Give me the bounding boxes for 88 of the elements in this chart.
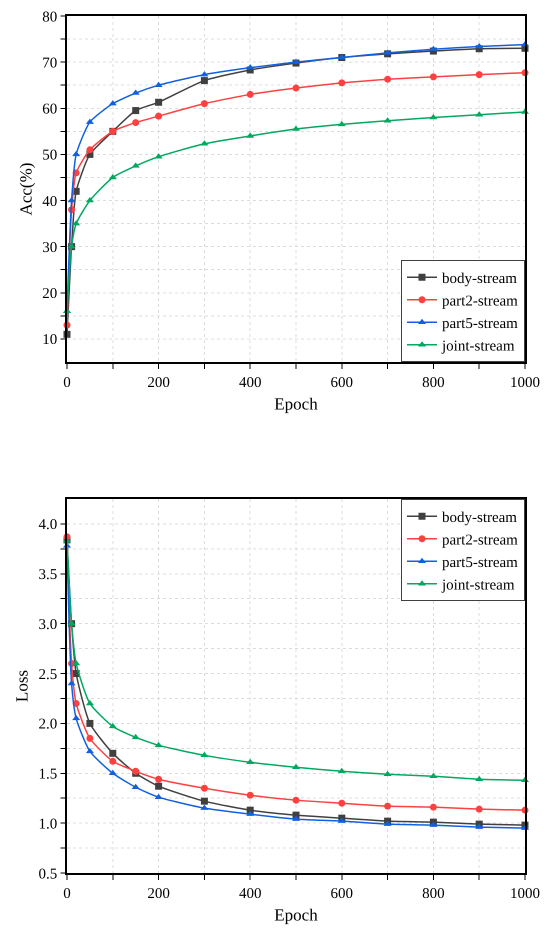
x-tick-label: 400 bbox=[238, 886, 262, 902]
point bbox=[292, 796, 300, 804]
point bbox=[155, 98, 162, 106]
y-tick-label: 50 bbox=[42, 148, 58, 164]
y-tick-label: 70 bbox=[42, 55, 58, 72]
point bbox=[86, 720, 94, 727]
y-tick-label: 80 bbox=[42, 9, 58, 26]
point bbox=[476, 71, 483, 78]
legend-label: part5-stream bbox=[442, 316, 518, 332]
point bbox=[430, 73, 437, 80]
x-tick-label: 1000 bbox=[510, 374, 540, 391]
point bbox=[200, 100, 208, 108]
point bbox=[155, 112, 162, 120]
point bbox=[292, 84, 300, 92]
point bbox=[200, 752, 208, 758]
legend-label: body-stream bbox=[442, 510, 518, 526]
point bbox=[154, 742, 163, 748]
point bbox=[109, 750, 116, 757]
y-tick-label: 2.0 bbox=[38, 716, 58, 733]
x-tick-label: 800 bbox=[422, 886, 445, 902]
point bbox=[86, 700, 94, 706]
x-tick-label: 200 bbox=[147, 886, 170, 902]
point bbox=[200, 784, 208, 792]
legend-label: joint-stream bbox=[441, 338, 515, 355]
y-tick-label: 30 bbox=[42, 240, 58, 256]
point bbox=[155, 776, 162, 783]
point bbox=[132, 107, 140, 114]
y-tick-label: 0.5 bbox=[38, 866, 58, 882]
point bbox=[86, 146, 94, 154]
y-tick-label: 40 bbox=[42, 194, 58, 210]
y-tick-label: 20 bbox=[42, 286, 58, 302]
legend-label: part2-stream bbox=[442, 532, 518, 549]
x-axis-title: Epoch bbox=[274, 394, 318, 414]
point bbox=[132, 734, 140, 740]
point bbox=[246, 758, 254, 764]
y-axis-title: Loss bbox=[12, 670, 32, 702]
point bbox=[338, 768, 346, 774]
y-tick-label: 3.5 bbox=[38, 567, 58, 584]
point bbox=[86, 734, 94, 742]
point bbox=[338, 79, 346, 86]
point bbox=[132, 119, 140, 126]
x-tick-label: 0 bbox=[63, 886, 71, 902]
point bbox=[155, 782, 162, 790]
point bbox=[200, 77, 208, 84]
point bbox=[109, 758, 116, 765]
point bbox=[384, 49, 392, 55]
point bbox=[108, 770, 117, 776]
point bbox=[246, 792, 254, 799]
legend-label: body-stream bbox=[442, 271, 518, 288]
legend-label: part2-stream bbox=[442, 294, 518, 310]
point bbox=[72, 714, 80, 720]
y-tick-label: 2.5 bbox=[38, 666, 58, 683]
y-tick-label: 1.5 bbox=[38, 766, 58, 783]
point bbox=[429, 114, 438, 120]
x-axis-title: Epoch bbox=[274, 906, 318, 925]
point bbox=[108, 722, 117, 728]
y-tick-label: 4.0 bbox=[38, 517, 58, 534]
point bbox=[246, 132, 254, 138]
legend-label: joint-stream bbox=[441, 578, 515, 594]
x-tick-label: 0 bbox=[63, 374, 71, 391]
point bbox=[338, 120, 346, 126]
point bbox=[384, 76, 392, 83]
x-tick-label: 600 bbox=[330, 886, 354, 902]
point bbox=[200, 140, 208, 146]
y-tick-label: 10 bbox=[42, 332, 58, 348]
y-tick-label: 60 bbox=[42, 102, 58, 118]
point bbox=[429, 772, 438, 778]
point bbox=[72, 150, 80, 156]
point bbox=[132, 162, 140, 168]
x-tick-label: 1000 bbox=[510, 886, 540, 902]
point bbox=[475, 42, 484, 48]
point bbox=[108, 174, 117, 180]
point bbox=[200, 798, 208, 805]
point bbox=[338, 800, 346, 807]
x-tick-label: 200 bbox=[147, 374, 170, 391]
x-tick-label: 600 bbox=[330, 374, 354, 391]
x-tick-label: 800 bbox=[422, 374, 445, 391]
point bbox=[384, 802, 392, 810]
point bbox=[86, 748, 94, 754]
point bbox=[246, 90, 254, 98]
y-axis-title: Acc(%) bbox=[16, 162, 36, 216]
point bbox=[384, 770, 392, 776]
legend-label: part5-stream bbox=[442, 555, 518, 572]
y-tick-label: 3.0 bbox=[38, 616, 58, 633]
point bbox=[430, 804, 437, 811]
y-tick-label: 1.0 bbox=[38, 816, 58, 832]
x-tick-label: 400 bbox=[238, 374, 262, 391]
point bbox=[476, 806, 483, 813]
